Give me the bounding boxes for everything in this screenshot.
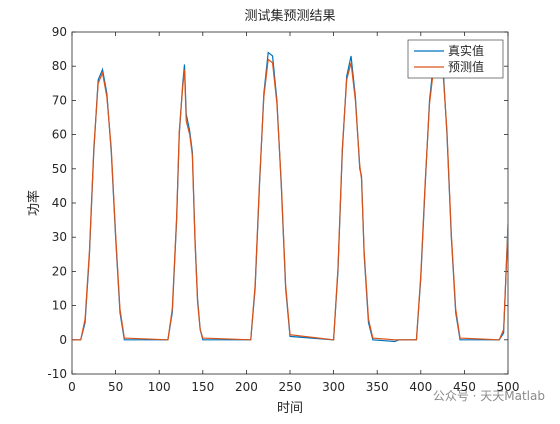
x-tick-label: 0 [68, 380, 76, 394]
x-tick-label: 150 [191, 380, 214, 394]
line-series [72, 50, 508, 341]
x-tick-label: 400 [409, 380, 432, 394]
y-tick-label: 50 [52, 162, 67, 176]
y-tick-label: 30 [52, 230, 67, 244]
x-tick-label: 200 [235, 380, 258, 394]
x-tick-label: 450 [453, 380, 476, 394]
x-tick-label: 100 [148, 380, 171, 394]
watermark: 公众号 · 天天Matlab [433, 389, 545, 403]
y-tick-label: 0 [59, 333, 67, 347]
y-tick-label: -10 [47, 367, 67, 381]
y-tick-label: 90 [52, 25, 67, 39]
y-tick-label: 20 [52, 264, 67, 278]
x-tick-label: 250 [279, 380, 302, 394]
y-axis-label: 功率 [26, 190, 42, 216]
legend-box [407, 39, 504, 79]
x-tick-label: 50 [108, 380, 123, 394]
legend-label: 预测值 [448, 59, 484, 74]
legend-label: 真实值 [448, 43, 484, 58]
x-tick-label: 350 [366, 380, 389, 394]
y-tick-label: 10 [52, 299, 67, 313]
chart-title: 测试集预测结果 [244, 8, 335, 24]
x-tick-label: 500 [497, 380, 520, 394]
x-axis-label: 时间 [277, 401, 303, 416]
y-tick-label: 60 [52, 128, 67, 142]
x-tick-label: 300 [322, 380, 345, 394]
plot-area [71, 31, 509, 375]
y-tick-label: 80 [52, 59, 67, 73]
y-tick-label: 40 [52, 196, 67, 210]
y-tick-label: 70 [52, 93, 67, 107]
plot-lines [72, 43, 508, 343]
